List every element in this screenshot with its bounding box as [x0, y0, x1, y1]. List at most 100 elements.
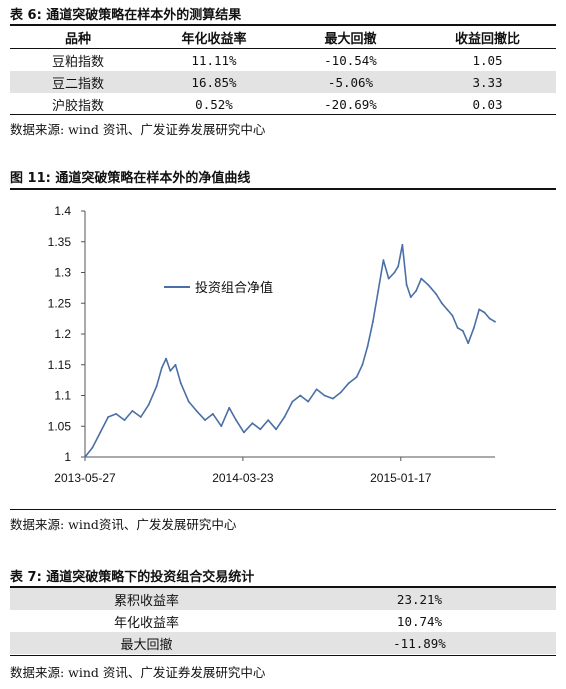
table7-top-rule [10, 586, 556, 588]
data-point [339, 391, 342, 394]
data-point [440, 302, 443, 305]
data-point [371, 320, 374, 323]
data-point [483, 311, 486, 314]
data-point [99, 431, 102, 434]
data-point [451, 314, 454, 317]
data-point [355, 376, 358, 378]
data-point [405, 283, 408, 286]
table-row: 豆二指数 16.85% -5.06% 3.33 [10, 71, 556, 93]
figure11-source: 数据来源: wind资讯、广发发展研究中心 [10, 517, 237, 532]
data-point [228, 406, 231, 409]
line-chart: 1 1.05 1.1 1.15 1.2 1.25 1.3 1.35 1.4 2013-05-27… [48, 204, 496, 485]
table-cell: -11.89% [283, 632, 556, 654]
data-point [415, 290, 417, 292]
data-point [307, 400, 310, 403]
data-point [107, 416, 110, 418]
data-point [409, 296, 412, 298]
table6-source: 数据来源: wind 资讯、广发证券发展研究中心 [10, 122, 266, 137]
series-line [84, 244, 496, 458]
data-point [488, 317, 491, 320]
data-point [139, 416, 142, 418]
table6-bottom-rule [10, 114, 556, 115]
data-point [91, 446, 94, 449]
table-cell: 16.85% [146, 71, 282, 93]
data-point [397, 265, 400, 268]
legend-label: 投资组合净值 [195, 280, 273, 295]
figure11-top-rule [10, 188, 556, 190]
data-point [315, 388, 318, 391]
table-cell: -10.54% [324, 52, 377, 68]
data-point [235, 419, 237, 421]
table-cell: 年化收益率 [113, 615, 179, 631]
figure11-caption: 图 11: 通道突破策略在样本外的净值曲线 [10, 171, 251, 186]
data-point [275, 428, 277, 431]
data-point [115, 413, 117, 415]
table-cell: 23.21% [283, 588, 556, 610]
data-point [473, 326, 475, 329]
data-point [174, 363, 177, 366]
table-cell: 0.03 [472, 96, 503, 112]
table-row: 沪胶指数 0.52% -20.69% 0.03 [10, 93, 556, 115]
table-cell: -20.69% [324, 96, 377, 112]
y-tick-label: 1.05 [48, 419, 72, 433]
y-tick-label: 1.25 [48, 296, 72, 310]
data-point [347, 382, 350, 385]
table-cell: 11.11% [191, 52, 237, 68]
data-point [243, 431, 245, 434]
table6-header-cell: 收益回撤比 [454, 31, 520, 47]
data-point [427, 283, 430, 286]
table-cell: 0.52% [195, 96, 233, 112]
table-cell: 3.33 [419, 71, 556, 93]
series-group [84, 243, 496, 458]
data-point [393, 271, 396, 274]
x-tick-label: 2015-01-17 [370, 471, 432, 485]
table-cell: 豆二指数 [10, 71, 146, 93]
table7: 累积收益率 23.21% 年化收益率 10.74% 最大回撤 -11.89% [10, 588, 556, 654]
data-point [211, 413, 214, 415]
table6: 品种 年化收益率 最大回撤 收益回撤比 豆粕指数 11.11% -10.54% … [10, 26, 556, 115]
data-point [387, 277, 390, 280]
data-point [299, 394, 302, 397]
data-point [331, 397, 334, 400]
x-tick-label: 2014-03-23 [212, 471, 274, 485]
data-point [291, 400, 294, 403]
data-point [187, 400, 190, 403]
data-point [251, 422, 254, 425]
data-point [160, 366, 163, 369]
x-axis: 2013-05-27 2014-03-23 2015-01-17 [54, 456, 495, 485]
x-tick-label: 2013-05-27 [54, 471, 116, 485]
table6-header-cell: 品种 [64, 31, 91, 47]
figure11-bottom-rule [10, 509, 556, 510]
table-cell: 沪胶指数 [51, 98, 104, 114]
data-point [401, 243, 404, 246]
table6-top-rule [10, 24, 556, 26]
table7-bottom-rule [10, 655, 556, 656]
data-point [179, 382, 182, 385]
data-point [155, 385, 158, 388]
data-point [478, 308, 481, 311]
data-point [123, 419, 126, 421]
data-point [267, 419, 270, 421]
table6-header-cell: 年化收益率 [181, 31, 247, 47]
y-tick-label: 1.1 [54, 389, 71, 403]
data-point [382, 259, 385, 262]
table-cell: 豆粕指数 [51, 54, 104, 70]
y-tick-label: 1.15 [48, 358, 72, 372]
data-point [461, 330, 464, 332]
table-row: 豆粕指数 11.11% -10.54% 1.05 [10, 48, 556, 72]
table-cell: 最大回撤 [10, 632, 283, 654]
table-cell: 10.74% [396, 613, 443, 629]
data-point [366, 345, 369, 348]
data-point [84, 456, 86, 458]
legend: 投资组合净值 [164, 280, 273, 295]
data-point [494, 320, 496, 323]
data-point [467, 342, 470, 345]
y-tick-label: 1.2 [54, 327, 71, 341]
table6-caption: 表 6: 通道突破策略在样本外的测算结果 [10, 8, 242, 23]
data-point [283, 416, 286, 418]
y-tick-label: 1 [64, 450, 71, 464]
table-cell: 1.05 [472, 52, 503, 68]
table-row: 累积收益率 23.21% [10, 588, 556, 610]
data-point [446, 308, 449, 311]
data-point [204, 419, 206, 421]
